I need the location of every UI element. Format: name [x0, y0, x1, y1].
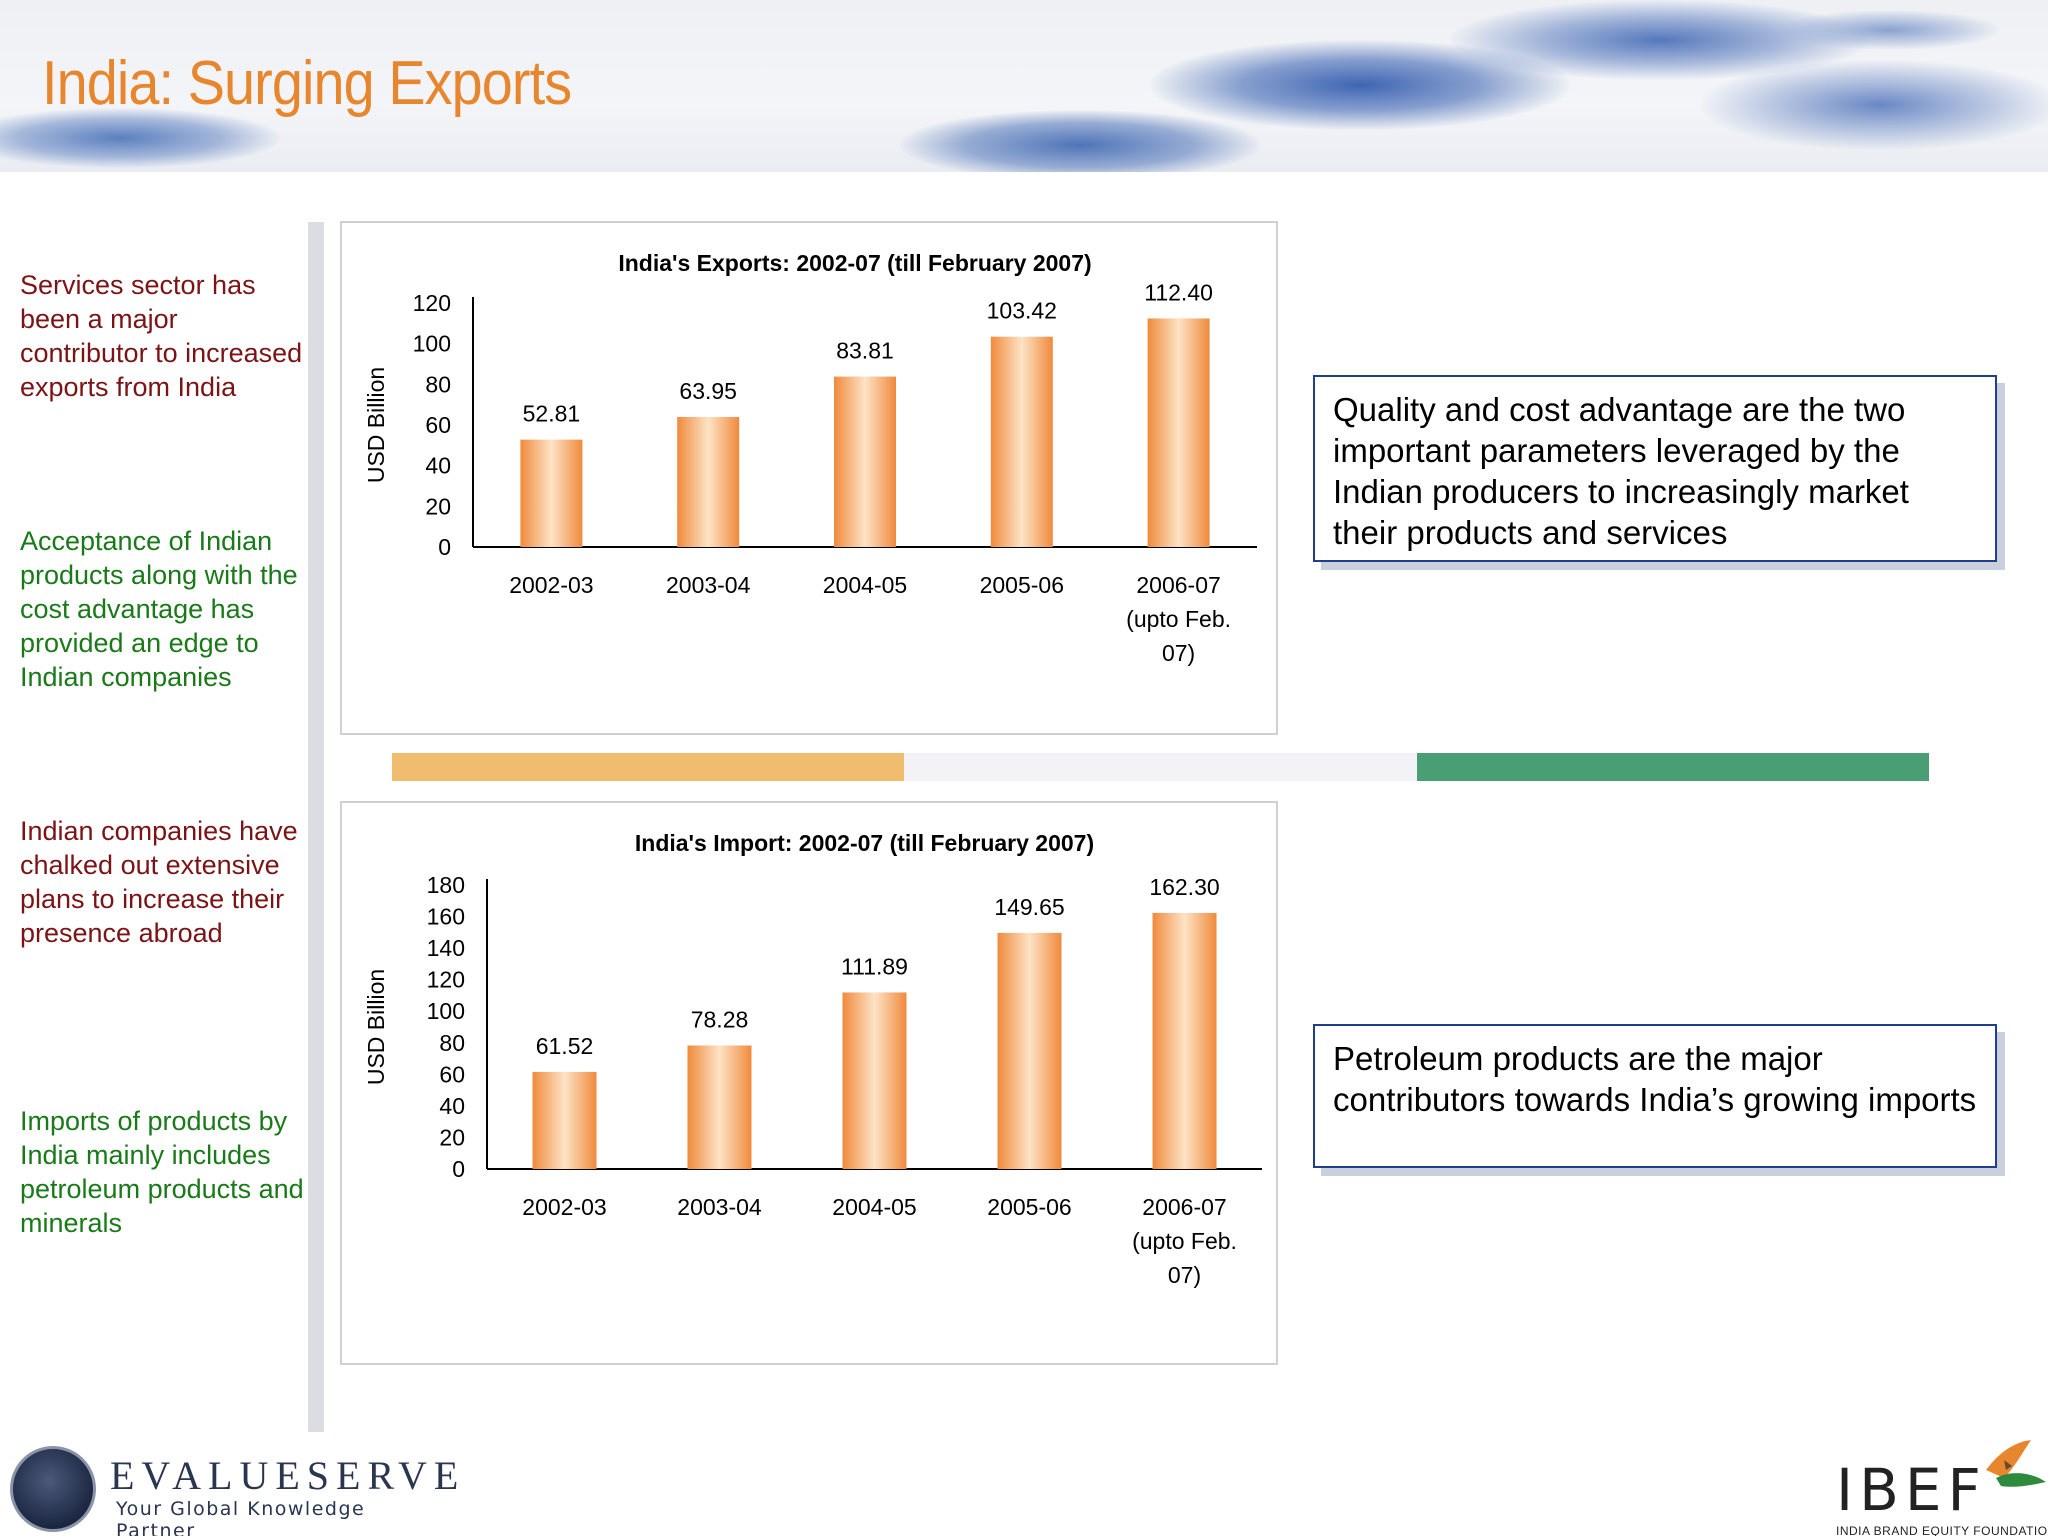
data-label: 63.95: [679, 378, 737, 404]
x-tick-label: 07): [1162, 640, 1195, 666]
data-label: 112.40: [1144, 279, 1213, 305]
bar: [997, 932, 1062, 1169]
callout-petroleum: Petroleum products are the major contrib…: [1313, 1024, 1997, 1168]
y-tick-label: 20: [439, 1124, 465, 1150]
y-tick-label: 80: [439, 1030, 465, 1056]
strip-segment-orange: [392, 753, 904, 781]
x-tick-label: 2004-05: [832, 1194, 916, 1220]
x-tick-label: (upto Feb.: [1126, 606, 1231, 632]
cloud-shape: [1780, 10, 2000, 50]
ibef-tagline: INDIA BRAND EQUITY FOUNDATION: [1836, 1524, 2048, 1536]
data-label: 52.81: [523, 401, 581, 427]
chart-title: India's Exports: 2002-07 (till February …: [618, 250, 1091, 276]
chart-title: India's Import: 2002-07 (till February 2…: [635, 830, 1094, 856]
y-tick-label: 100: [427, 998, 465, 1024]
y-tick-label: 140: [427, 935, 465, 961]
strip-segment-light: [904, 753, 1417, 781]
bullet-acceptance: Acceptance of Indian products along with…: [20, 526, 298, 692]
y-tick-label: 0: [452, 1156, 465, 1182]
bar: [520, 439, 583, 547]
strip-segment-green: [1417, 753, 1929, 781]
data-label: 162.30: [1149, 874, 1219, 900]
x-tick-label: 2006-07: [1142, 1194, 1226, 1220]
ibef-bird-icon: [1986, 1440, 2046, 1487]
bar: [834, 376, 896, 547]
x-tick-label: 2006-07: [1136, 572, 1220, 598]
data-label: 149.65: [994, 894, 1064, 920]
cloud-shape: [1700, 60, 2048, 150]
y-tick-label: 120: [427, 967, 465, 993]
color-strip: [392, 753, 1929, 781]
page-title: India: Surging Exports: [42, 49, 572, 118]
x-tick-label: 2004-05: [823, 572, 907, 598]
x-tick-label: 2003-04: [677, 1194, 762, 1220]
x-tick-label: 2003-04: [666, 572, 751, 598]
y-tick-label: 0: [438, 534, 451, 560]
vertical-divider: [308, 222, 324, 1432]
exports-chart: India's Exports: 2002-07 (till February …: [363, 250, 1257, 666]
evalueserve-tagline: Your Global Knowledge Partner: [116, 1498, 366, 1536]
y-axis-label: USD Billion: [363, 367, 389, 483]
y-tick-label: 60: [439, 1061, 465, 1087]
cloud-shape: [0, 108, 280, 168]
bullet-expansion: Indian companies have chalked out extens…: [20, 816, 298, 948]
imports-chart: India's Import: 2002-07 (till February 2…: [363, 830, 1262, 1288]
evalueserve-name: EVALUESERVE: [110, 1453, 466, 1498]
header-banner: [0, 0, 2048, 172]
x-tick-label: 2005-06: [987, 1194, 1071, 1220]
ibef-name: IBEF: [1836, 1456, 1987, 1524]
y-tick-label: 180: [427, 872, 465, 898]
data-label: 78.28: [691, 1006, 749, 1032]
bullet-imports: Imports of products by India mainly incl…: [20, 1106, 304, 1238]
evalueserve-emblem-icon: [10, 1446, 96, 1532]
y-tick-label: 120: [413, 290, 451, 316]
imports-chart-panel: India's Import: 2002-07 (till February 2…: [340, 801, 1278, 1365]
bar: [842, 992, 907, 1169]
bar: [1147, 318, 1210, 547]
y-tick-label: 80: [425, 371, 451, 397]
y-tick-label: 60: [425, 412, 451, 438]
bar: [687, 1045, 752, 1169]
bar: [677, 416, 740, 547]
x-tick-label: 2005-06: [980, 572, 1064, 598]
y-tick-label: 40: [425, 453, 451, 479]
data-label: 103.42: [987, 298, 1057, 324]
x-tick-label: 2002-03: [509, 572, 593, 598]
exports-chart-panel: India's Exports: 2002-07 (till February …: [340, 221, 1278, 735]
bar: [990, 336, 1053, 547]
x-tick-label: 2002-03: [522, 1194, 606, 1220]
y-axis-label: USD Billion: [363, 969, 389, 1085]
evalueserve-logo: EVALUESERVE Your Global Knowledge Partne…: [6, 1446, 458, 1536]
y-tick-label: 40: [439, 1093, 465, 1119]
y-tick-label: 160: [427, 904, 465, 930]
data-label: 83.81: [836, 338, 894, 364]
y-tick-label: 100: [413, 331, 451, 357]
bullet-services: Services sector has been a major contrib…: [20, 270, 303, 402]
ibef-logo: IBEF INDIA BRAND EQUITY FOUNDATION: [1836, 1420, 2048, 1536]
cloud-shape: [900, 110, 1260, 172]
x-tick-label: (upto Feb.: [1132, 1228, 1237, 1254]
bar: [532, 1071, 597, 1169]
bar: [1152, 912, 1217, 1169]
callout-quality-cost: Quality and cost advantage are the two i…: [1313, 375, 1997, 562]
data-label: 111.89: [841, 953, 908, 979]
data-label: 61.52: [536, 1033, 594, 1059]
y-tick-label: 20: [425, 493, 451, 519]
x-tick-label: 07): [1168, 1262, 1201, 1288]
